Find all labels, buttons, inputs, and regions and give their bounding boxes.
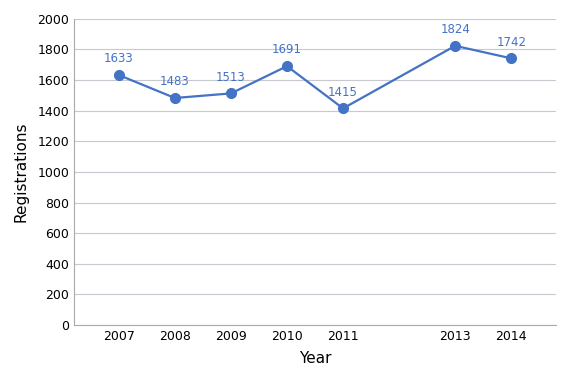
Text: 1742: 1742 [496,36,526,49]
X-axis label: Year: Year [299,351,331,366]
Text: 1824: 1824 [440,23,470,36]
Y-axis label: Registrations: Registrations [14,122,29,222]
Text: 1513: 1513 [216,71,246,84]
Text: 1691: 1691 [272,43,302,57]
Text: 1633: 1633 [104,52,134,65]
Text: 1483: 1483 [160,75,190,88]
Text: 1415: 1415 [328,86,358,99]
